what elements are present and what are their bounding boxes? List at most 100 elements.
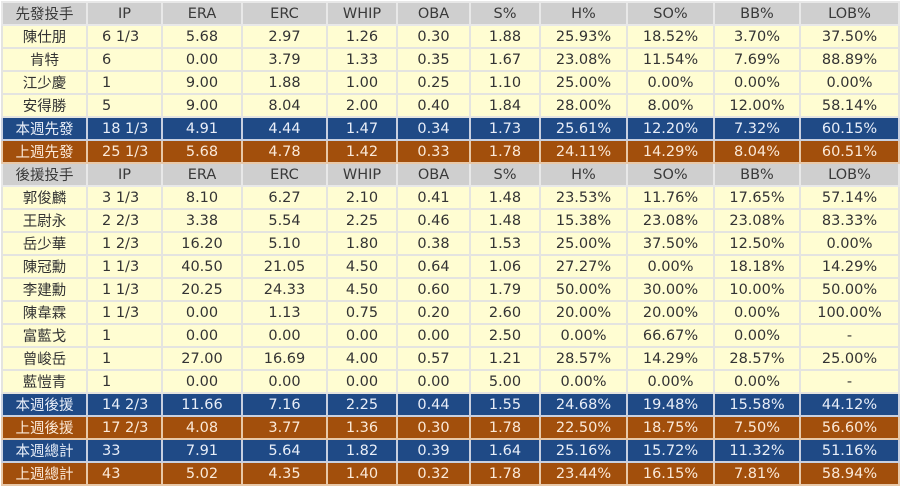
cell-oba: 0.41 <box>396 185 471 210</box>
last-week-summary-row: 上週先發 25 1/3 5.68 4.78 1.42 0.33 1.78 24.11% 14.2… <box>1 139 900 164</box>
cell-whip: 0.00 <box>326 323 398 348</box>
cell-ip: 6 1/3 <box>86 24 163 49</box>
cell-era: 0.00 <box>161 369 243 394</box>
cell-ip: 3 1/3 <box>86 185 163 210</box>
column-header-s-pct: S% <box>469 1 541 26</box>
last-week-summary-row: 上週後援 17 2/3 4.08 3.77 1.36 0.30 1.78 22.50% 18.7… <box>1 415 900 440</box>
cell-whip: 1.00 <box>326 70 398 95</box>
cell-bb-pct: 12.00% <box>713 93 801 118</box>
row-label: 上週先發 <box>1 139 88 164</box>
cell-lob-pct: 0.00% <box>799 231 900 256</box>
cell-erc: 24.33 <box>241 277 328 302</box>
pitcher-row: 陳冠勳 1 1/3 40.50 21.05 4.50 0.64 1.06 27.27% 0.00… <box>1 254 900 279</box>
row-label: 王尉永 <box>1 208 88 233</box>
cell-h-pct: 25.16% <box>539 438 628 463</box>
this-week-summary-row: 本週後援 14 2/3 11.66 7.16 2.25 0.44 1.55 24.68% 19.… <box>1 392 900 417</box>
cell-ip: 43 <box>86 461 163 486</box>
cell-h-pct: 24.11% <box>539 139 628 164</box>
row-label: 曾峻岳 <box>1 346 88 371</box>
column-header-whip: WHIP <box>326 162 398 187</box>
column-header-era: ERA <box>161 1 243 26</box>
cell-erc: 3.79 <box>241 47 328 72</box>
cell-h-pct: 0.00% <box>539 323 628 348</box>
cell-era: 27.00 <box>161 346 243 371</box>
section-title: 先發投手 <box>1 1 88 26</box>
column-header-oba: OBA <box>396 162 471 187</box>
cell-erc: 4.44 <box>241 116 328 141</box>
cell-whip: 2.25 <box>326 392 398 417</box>
cell-era: 0.00 <box>161 300 243 325</box>
cell-era: 9.00 <box>161 93 243 118</box>
cell-ip: 2 2/3 <box>86 208 163 233</box>
pitcher-row: 曾峻岳 1 27.00 16.69 4.00 0.57 1.21 28.57% 14.29% 28… <box>1 346 900 371</box>
column-header-h-pct: H% <box>539 162 628 187</box>
cell-erc: 1.88 <box>241 70 328 95</box>
cell-whip: 1.47 <box>326 116 398 141</box>
cell-lob-pct: 83.33% <box>799 208 900 233</box>
cell-whip: 1.33 <box>326 47 398 72</box>
cell-h-pct: 20.00% <box>539 300 628 325</box>
column-header-bb-pct: BB% <box>713 1 801 26</box>
cell-erc: 4.78 <box>241 139 328 164</box>
column-header-era: ERA <box>161 162 243 187</box>
cell-era: 3.38 <box>161 208 243 233</box>
column-header-erc: ERC <box>241 1 328 26</box>
cell-so-pct: 0.00% <box>626 254 715 279</box>
cell-erc: 21.05 <box>241 254 328 279</box>
cell-lob-pct: 14.29% <box>799 254 900 279</box>
cell-era: 5.02 <box>161 461 243 486</box>
cell-so-pct: 11.76% <box>626 185 715 210</box>
cell-whip: 0.75 <box>326 300 398 325</box>
cell-so-pct: 8.00% <box>626 93 715 118</box>
column-header-bb-pct: BB% <box>713 162 801 187</box>
cell-so-pct: 30.00% <box>626 277 715 302</box>
cell-whip: 1.82 <box>326 438 398 463</box>
column-header-so-pct: SO% <box>626 162 715 187</box>
cell-h-pct: 22.50% <box>539 415 628 440</box>
cell-era: 5.68 <box>161 139 243 164</box>
cell-lob-pct: - <box>799 323 900 348</box>
cell-oba: 0.60 <box>396 277 471 302</box>
cell-s-pct: 1.79 <box>469 277 541 302</box>
pitcher-row: 肯特 6 0.00 3.79 1.33 0.35 1.67 23.08% 11.54% 7.69%… <box>1 47 900 72</box>
cell-whip: 2.00 <box>326 93 398 118</box>
cell-erc: 16.69 <box>241 346 328 371</box>
cell-ip: 1 2/3 <box>86 231 163 256</box>
cell-era: 5.68 <box>161 24 243 49</box>
row-label: 本週總計 <box>1 438 88 463</box>
cell-bb-pct: 28.57% <box>713 346 801 371</box>
column-header-oba: OBA <box>396 1 471 26</box>
cell-ip: 1 <box>86 369 163 394</box>
section-title: 後援投手 <box>1 162 88 187</box>
cell-erc: 0.00 <box>241 323 328 348</box>
pitcher-row: 安得勝 5 9.00 8.04 2.00 0.40 1.84 28.00% 8.00% 12.00… <box>1 93 900 118</box>
pitcher-row: 江少慶 1 9.00 1.88 1.00 0.25 1.10 25.00% 0.00% 0.00%… <box>1 70 900 95</box>
last-week-summary-row: 上週總計 43 5.02 4.35 1.40 0.32 1.78 23.44% 16.15% 7.… <box>1 461 900 486</box>
cell-s-pct: 1.84 <box>469 93 541 118</box>
cell-era: 0.00 <box>161 323 243 348</box>
cell-so-pct: 20.00% <box>626 300 715 325</box>
cell-oba: 0.40 <box>396 93 471 118</box>
cell-h-pct: 24.68% <box>539 392 628 417</box>
cell-s-pct: 1.78 <box>469 461 541 486</box>
row-label: 江少慶 <box>1 70 88 95</box>
cell-erc: 6.27 <box>241 185 328 210</box>
cell-ip: 6 <box>86 47 163 72</box>
row-label: 李建勳 <box>1 277 88 302</box>
cell-s-pct: 5.00 <box>469 369 541 394</box>
cell-ip: 1 <box>86 346 163 371</box>
pitcher-row: 陳仕朋 6 1/3 5.68 2.97 1.26 0.30 1.88 25.93% 18.52%… <box>1 24 900 49</box>
cell-era: 4.08 <box>161 415 243 440</box>
column-header-so-pct: SO% <box>626 1 715 26</box>
cell-oba: 0.00 <box>396 323 471 348</box>
pitcher-row: 王尉永 2 2/3 3.38 5.54 2.25 0.46 1.48 15.38% 23.08%… <box>1 208 900 233</box>
cell-bb-pct: 3.70% <box>713 24 801 49</box>
cell-whip: 1.36 <box>326 415 398 440</box>
cell-bb-pct: 7.50% <box>713 415 801 440</box>
cell-lob-pct: 25.00% <box>799 346 900 371</box>
cell-h-pct: 27.27% <box>539 254 628 279</box>
row-label: 岳少華 <box>1 231 88 256</box>
cell-oba: 0.39 <box>396 438 471 463</box>
cell-oba: 0.38 <box>396 231 471 256</box>
column-header-ip: IP <box>86 162 163 187</box>
